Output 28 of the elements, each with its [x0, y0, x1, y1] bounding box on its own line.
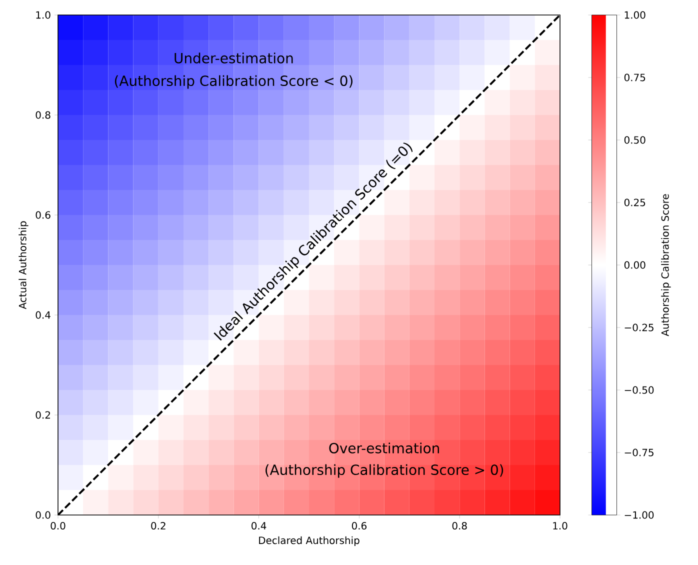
y-axis-title: Actual Authorship [18, 221, 28, 310]
y-tick-label: 0.6 [36, 211, 50, 219]
x-axis-title: Declared Authorship [259, 536, 360, 546]
color-bar-title: Authorship Calibration Score [661, 194, 671, 336]
color-bar-label: −0.50 [624, 386, 654, 394]
annotation: Over-estimation [329, 442, 439, 454]
color-bar-label: 0.25 [624, 198, 646, 206]
y-tick-label: 0.2 [36, 411, 50, 419]
y-tick-label: 0.4 [36, 311, 50, 319]
y-tick-label: 0.0 [36, 511, 50, 519]
color-bar-label: −1.00 [624, 511, 654, 519]
color-bar-label: −0.75 [624, 448, 654, 456]
x-tick-label: 1.0 [553, 522, 568, 530]
color-bar-label: 0.50 [624, 136, 646, 144]
annotation: (Authorship Calibration Score < 0) [114, 75, 352, 89]
x-tick-label: 0.0 [50, 522, 66, 530]
color-bar-label: −0.25 [624, 324, 654, 332]
y-tick-label: 0.8 [36, 111, 50, 119]
color-bar-label: 0.75 [624, 74, 646, 82]
x-tick-label: 0.6 [352, 522, 367, 530]
annotation: Under-estimation [174, 52, 293, 64]
annotation: (Authorship Calibration Score > 0) [266, 464, 504, 478]
color-bar-label: 0.00 [624, 261, 646, 269]
x-tick-label: 0.4 [252, 522, 266, 530]
y-tick-label: 1.0 [36, 11, 50, 19]
x-tick-label: 0.2 [151, 522, 166, 530]
color-bar-label: 1.00 [624, 11, 646, 19]
x-tick-label: 0.8 [452, 522, 467, 530]
